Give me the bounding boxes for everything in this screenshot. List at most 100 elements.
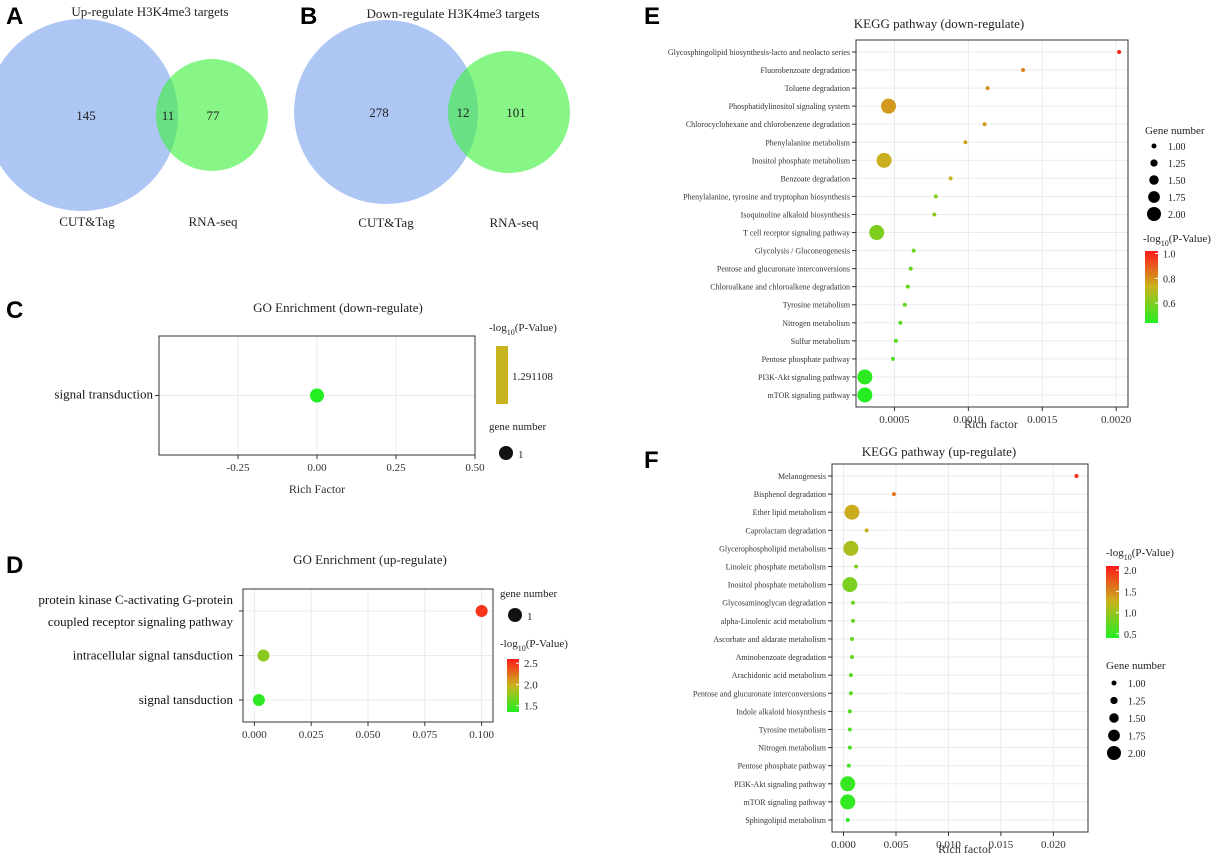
f-point	[849, 636, 854, 641]
e-ytick-label: Sulfur metabolism	[791, 337, 851, 346]
f-colorbar-label: 0.5	[1124, 630, 1137, 641]
e-size-legend-label: 1.00	[1168, 142, 1186, 153]
e-ytick-label: PI3K-Akt signaling pathway	[758, 373, 850, 382]
e-point	[1021, 68, 1026, 73]
f-ytick-label: Linoleic phosphate metabolism	[726, 563, 827, 572]
f-point	[850, 618, 855, 623]
venn-a-left-label: CUT&Tag	[59, 214, 115, 229]
e-point	[881, 98, 897, 114]
f-ytick-label: PI3K-Akt signaling pathway	[734, 780, 826, 789]
kegg-down-colorbar	[1145, 251, 1158, 323]
d-xtick-label: 0.025	[299, 729, 324, 741]
kegg-up-title: KEGG pathway (up-regulate)	[862, 444, 1017, 459]
e-point	[963, 140, 968, 145]
e-ytick-label: Pentose and glucuronate interconversions	[717, 265, 850, 274]
go-down-colorbar	[496, 346, 508, 404]
go-down-x-ticks: -0.25 0.00 0.25 0.50	[227, 455, 485, 474]
e-point	[893, 338, 898, 343]
go-down-color-legend-title-suffix: (P-Value)	[515, 322, 557, 334]
e-point	[933, 194, 938, 199]
go-up-size-legend-dot	[508, 608, 522, 622]
e-point	[985, 86, 990, 91]
venn-b-left-label: CUT&Tag	[358, 215, 414, 230]
e-point	[890, 356, 895, 361]
kegg-up-x-ticks: 0.000 0.005 0.010 0.015 0.020	[831, 832, 1066, 851]
kegg-down-color-legend-title-prefix: -log	[1143, 233, 1161, 245]
d-colorbar-label: 2.5	[524, 658, 538, 670]
d-point	[257, 649, 270, 662]
venn-a-right-count: 77	[207, 108, 221, 123]
f-ytick-label: Ether lipid metabolism	[753, 508, 827, 517]
d-ytick-label-line: protein kinase C-activating G-protein	[38, 592, 233, 607]
f-ytick-label: alpha-Linolenic acid metabolism	[721, 617, 827, 626]
e-ytick-label: Tyrosine metabolism	[783, 301, 851, 310]
go-down-colorbar-label: 1.291108	[512, 371, 553, 383]
kegg-up-y-labels: Melanogenesis Bisphenol degradation Ether …	[693, 472, 832, 825]
c-xtick-label: 0.50	[465, 462, 485, 474]
kegg-up-color-legend-title-suffix: (P-Value)	[1132, 547, 1174, 559]
go-up-colorbar-ticks: 2.5 2.0 1.5	[516, 658, 538, 713]
e-xtick-label: 0.0010	[953, 414, 984, 426]
f-colorbar-label: 1.0	[1124, 609, 1137, 620]
d-xtick-label: 0.075	[412, 729, 437, 741]
f-size-legend-dot	[1108, 729, 1120, 742]
kegg-down-chart: KEGG pathway (down-regulate) Glycosphing…	[668, 16, 1211, 431]
f-point	[844, 504, 860, 520]
e-point	[857, 387, 873, 403]
f-ytick-label: mTOR signaling pathway	[743, 798, 826, 807]
kegg-down-x-ticks: 0.0005 0.0010 0.0015 0.0020	[879, 407, 1132, 426]
f-point	[854, 564, 859, 569]
e-xtick-label: 0.0020	[1101, 414, 1132, 426]
e-colorbar-label: 1.0	[1163, 249, 1176, 260]
f-point	[848, 673, 853, 678]
kegg-down-points	[857, 50, 1122, 403]
go-up-color-legend-title-sub: 10	[518, 644, 526, 653]
go-down-color-legend-title-prefix: -log	[489, 322, 507, 334]
kegg-down-size-legend-title: Gene number	[1145, 125, 1205, 137]
f-ytick-label: Pentose and glucuronate interconversions	[693, 689, 826, 698]
kegg-down-plot-frame	[855, 39, 1129, 408]
kegg-down-size-legend: 1.00 1.25 1.50 1.75 2.00	[1147, 142, 1186, 221]
f-point	[847, 709, 852, 714]
kegg-up-xlabel: Rich factor	[938, 842, 992, 856]
e-point	[898, 320, 903, 325]
e-xtick-label: 0.0005	[879, 414, 910, 426]
f-ytick-label: Tyrosine metabolism	[759, 725, 827, 734]
e-ytick-label: Isoquinoline alkaloid biosynthesis	[741, 210, 850, 219]
kegg-down-y-labels: Glycosphingolipid biosynthesis-lacto and…	[668, 48, 856, 400]
venn-b-title: Down-regulate H3K4me3 targets	[366, 6, 539, 21]
f-point	[847, 727, 852, 732]
go-up-size-legend-label: 1	[527, 611, 533, 623]
f-ytick-label: Melanogenesis	[778, 472, 826, 481]
f-size-legend-label: 1.00	[1128, 679, 1146, 690]
kegg-up-size-legend-title: Gene number	[1106, 660, 1166, 672]
f-point	[842, 577, 858, 593]
venn-a-cuttag-circle	[0, 19, 178, 211]
f-ytick-label: Ascorbate and aldarate metabolism	[713, 635, 826, 644]
f-point	[891, 492, 896, 497]
e-ytick-label: Inositol phosphate metabolism	[752, 156, 851, 165]
go-down-size-legend-dot	[499, 446, 513, 460]
f-colorbar-label: 1.5	[1124, 587, 1137, 598]
panel-letter-f: F	[644, 447, 659, 474]
e-ytick-label: Phosphatidylinositol signaling system	[729, 102, 851, 111]
venn-a-rnaseq-circle	[156, 59, 268, 171]
venn-b-left-count: 278	[369, 105, 389, 120]
e-colorbar-label: 0.8	[1163, 274, 1176, 285]
f-point	[850, 600, 855, 605]
e-point	[902, 302, 907, 307]
f-ytick-label: Caprolactam degradation	[745, 526, 826, 535]
e-ytick-label: Chloroalkane and chloroalkene degradatio…	[710, 283, 850, 292]
kegg-down-color-legend-title: -log10(P-Value)	[1143, 233, 1211, 248]
go-up-size-legend-title: gene number	[500, 588, 557, 600]
e-size-legend-dot	[1147, 207, 1161, 221]
e-ytick-label: Phenylalanine, tyrosine and tryptophan b…	[683, 192, 850, 201]
d-ytick-label-line: coupled receptor signaling pathway	[48, 614, 234, 629]
f-size-legend-label: 2.00	[1128, 749, 1146, 760]
go-up-points	[252, 605, 488, 706]
d-point	[475, 605, 488, 617]
go-up-y-labels: protein kinase C-activating G-protein cou…	[38, 592, 243, 707]
go-down-color-legend-title: -log10(P-Value)	[489, 322, 557, 337]
f-ytick-label: Bisphenol degradation	[754, 490, 826, 499]
kegg-down-title: KEGG pathway (down-regulate)	[854, 16, 1024, 31]
